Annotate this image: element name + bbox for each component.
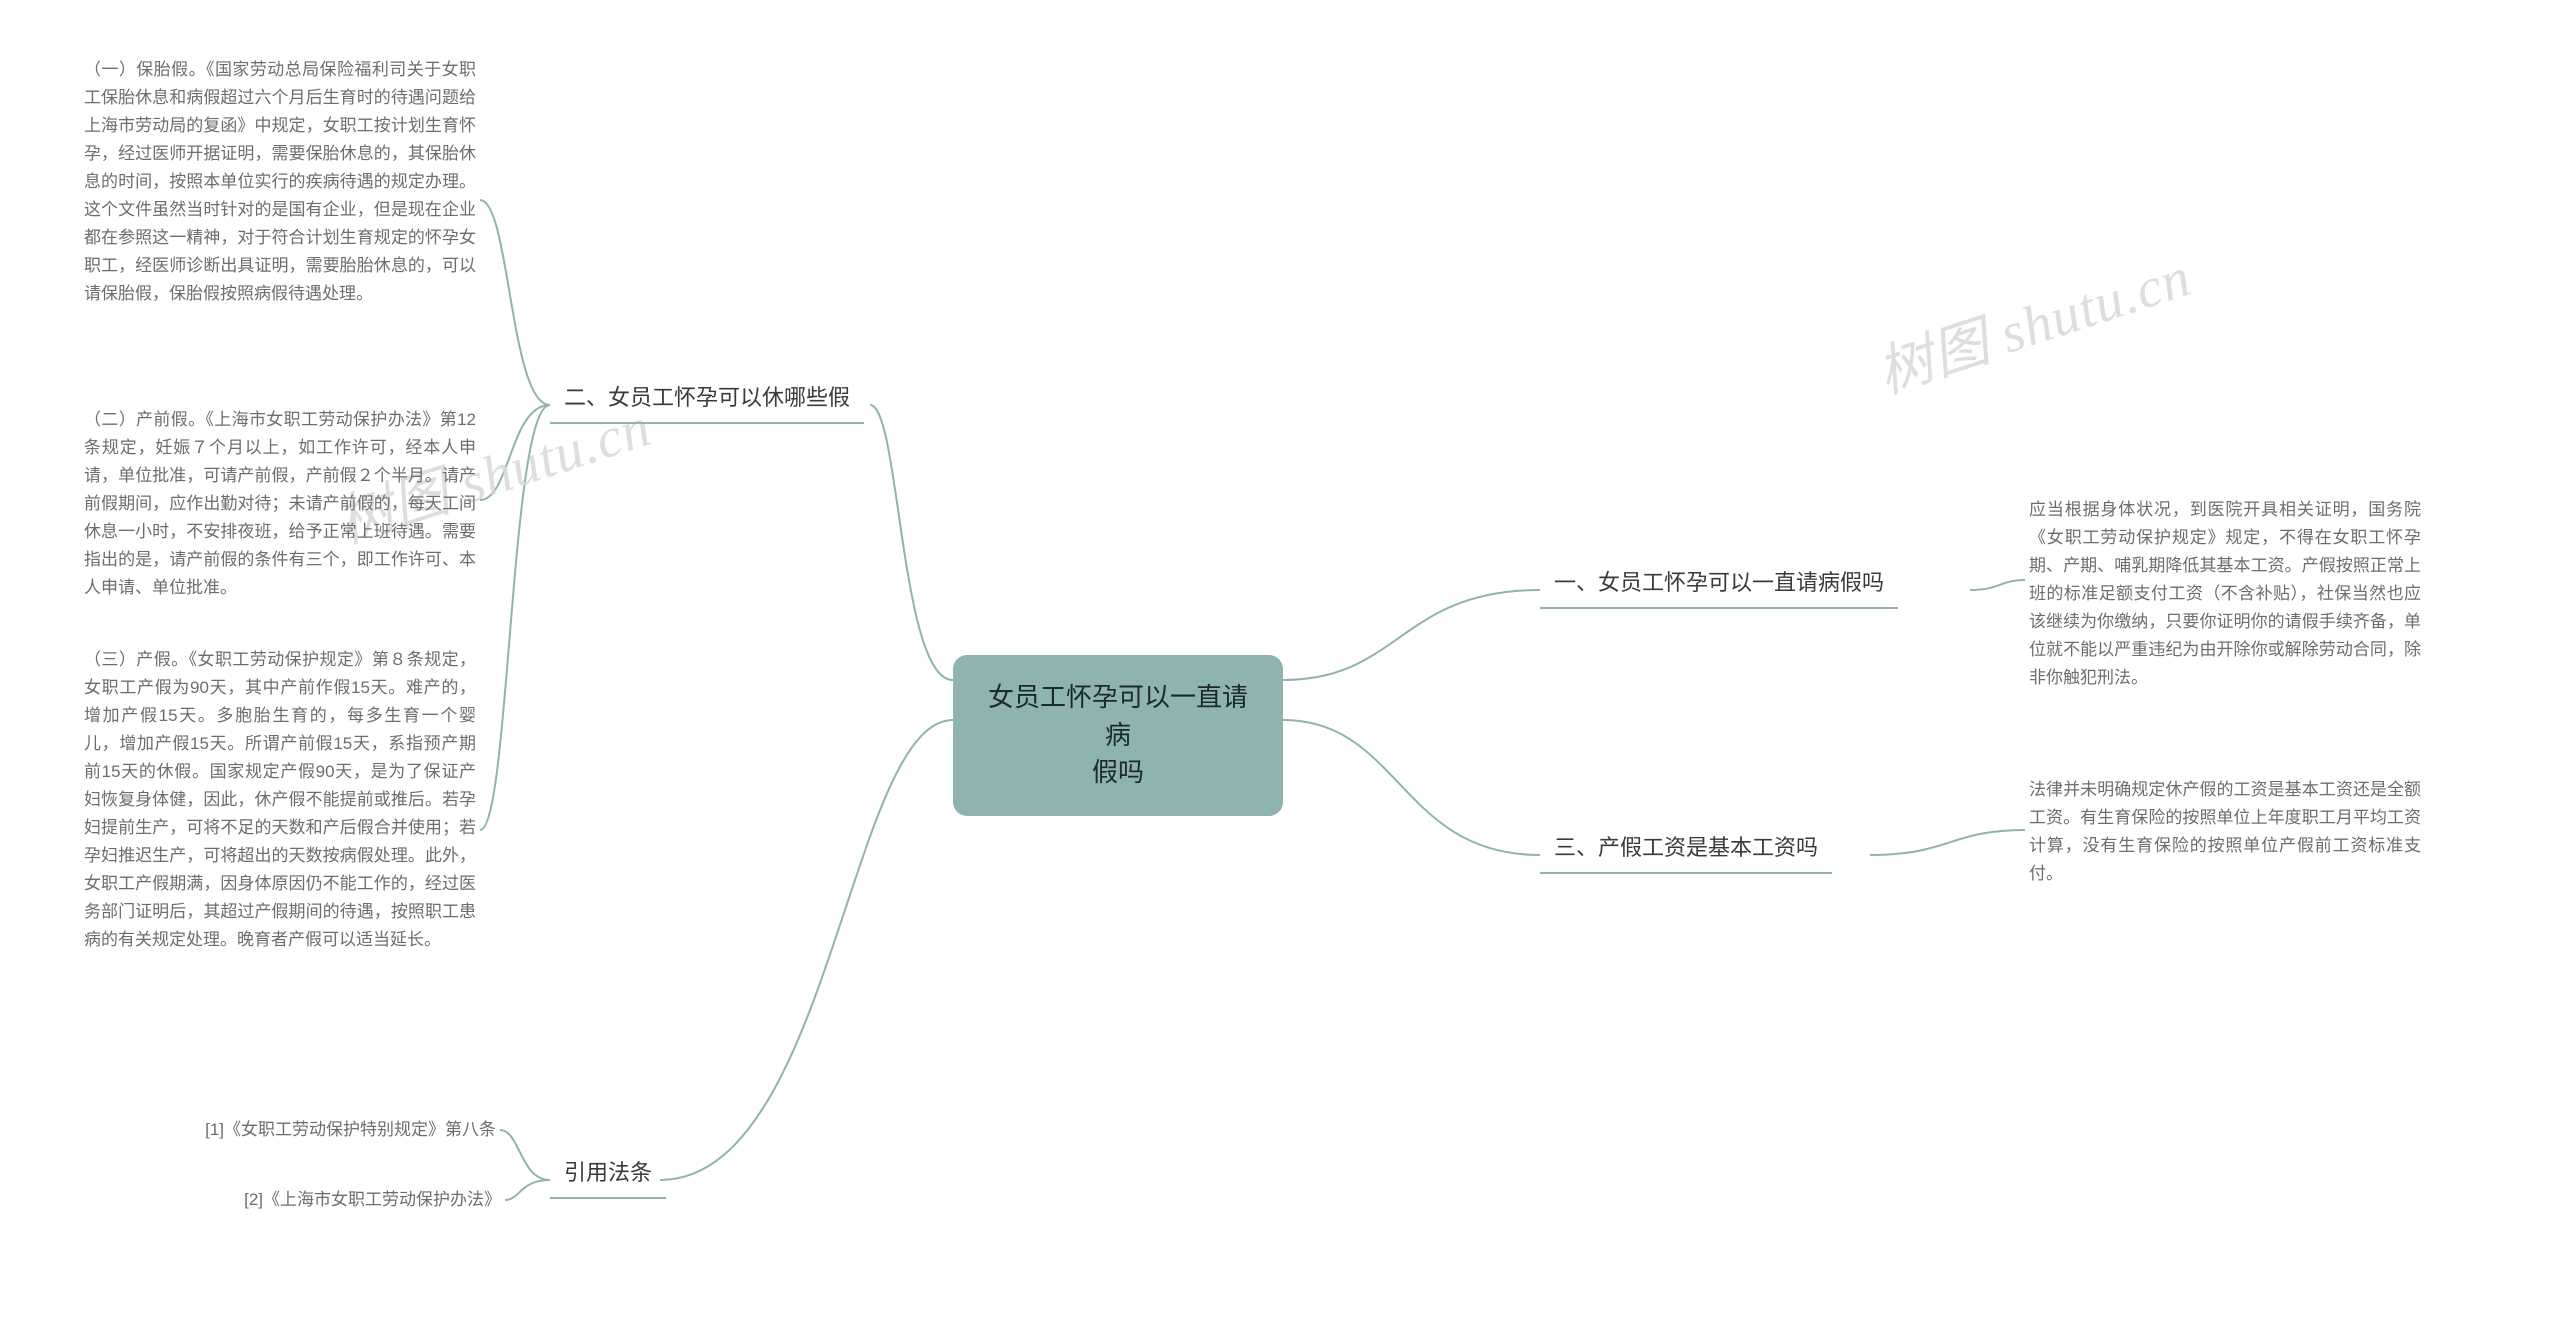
leaf-3a: 法律并未明确规定休产假的工资是基本工资还是全额工资。有生育保险的按照单位上年度职…: [2025, 770, 2425, 894]
branch-4: 引用法条: [550, 1145, 666, 1199]
leaf-2b: （二）产前假。《上海市女职工劳动保护办法》第12条规定，妊娠７个月以上，如工作许…: [80, 400, 480, 608]
leaf-1a: 应当根据身体状况，到医院开具相关证明，国务院《女职工劳动保护规定》规定，不得在女…: [2025, 490, 2425, 698]
leaf-4b: [2]《上海市女职工劳动保护办法》: [195, 1180, 505, 1220]
center-topic: 女员工怀孕可以一直请病 假吗: [953, 655, 1283, 816]
branch-3: 三、产假工资是基本工资吗: [1540, 820, 1832, 874]
branch-1: 一、女员工怀孕可以一直请病假吗: [1540, 555, 1898, 609]
leaf-4a: [1]《女职工劳动保护特别规定》第八条: [120, 1110, 500, 1150]
center-line2: 假吗: [983, 754, 1253, 792]
center-line1: 女员工怀孕可以一直请病: [983, 679, 1253, 754]
branch-2: 二、女员工怀孕可以休哪些假: [550, 370, 864, 424]
leaf-2a: （一）保胎假。《国家劳动总局保险福利司关于女职工保胎休息和病假超过六个月后生育时…: [80, 50, 480, 314]
watermark: 树图 shutu.cn: [1865, 232, 2199, 410]
leaf-2c: （三）产假。《女职工劳动保护规定》第８条规定，女职工产假为90天，其中产前作假1…: [80, 640, 480, 961]
